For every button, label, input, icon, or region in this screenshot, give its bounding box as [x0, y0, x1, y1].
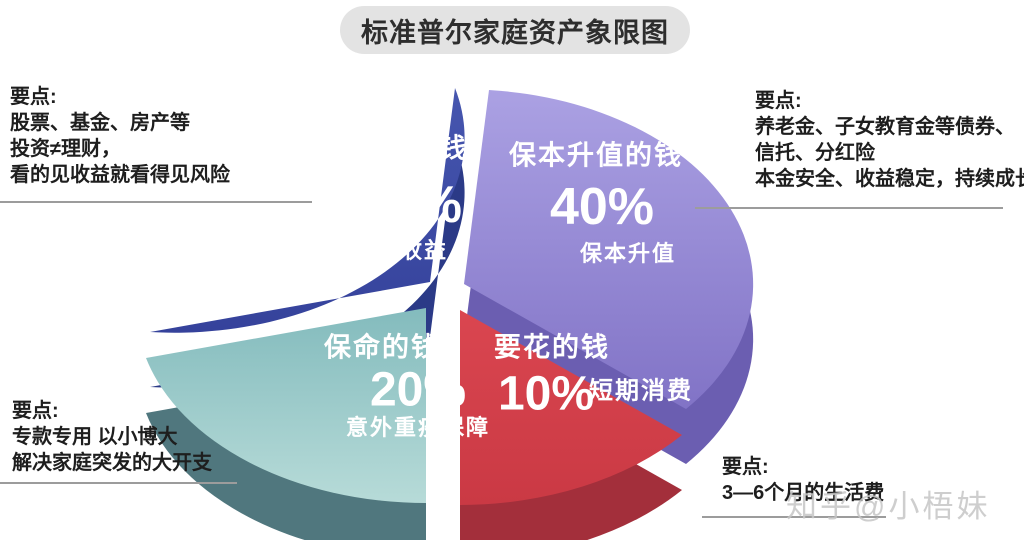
segment-yaohua-name: 要花的钱: [494, 332, 610, 363]
note-line: 3—6个月的生活费: [722, 482, 885, 504]
segment-baoben-sublabel: 保本升值: [579, 241, 677, 266]
note-top-left-heading: 要点:: [10, 86, 57, 108]
note-line: 信托、分红险: [755, 142, 875, 164]
note-line: 看的见收益就看得见风险: [10, 164, 230, 186]
note-top-right-heading: 要点:: [755, 90, 802, 112]
note-bottom-left: 要点: 专款专用 以小博大 解决家庭突发的大开支: [12, 398, 212, 476]
segment-baoming-percent: 20%: [369, 363, 467, 417]
page-title: 标准普尔家庭资产象限图: [340, 6, 690, 54]
connector-line-top-right: [695, 207, 1003, 209]
page-title-text: 标准普尔家庭资产象限图: [361, 17, 669, 48]
connector-line-bottom-right: [702, 516, 886, 518]
connector-line-bottom-left: [0, 482, 237, 484]
segment-yaohua-percent: 10%: [497, 367, 595, 421]
note-line: 解决家庭突发的大开支: [12, 452, 212, 474]
connector-line-top-left: [0, 201, 312, 203]
segment-baoben-name: 保本升值的钱: [509, 140, 683, 171]
note-top-left: 要点: 股票、基金、房产等 投资≠理财， 看的见收益就看得见风险: [10, 84, 230, 188]
segment-baoming-sublabel: 意外重疾保障: [345, 415, 491, 440]
note-bottom-right: 要点: 3—6个月的生活费: [722, 454, 884, 506]
segment-baoming-face: [146, 308, 426, 503]
note-line: 投资≠理财，: [10, 138, 121, 160]
segment-shengqian-percent: 30%: [357, 176, 463, 234]
segment-baoben-percent: 40%: [549, 178, 655, 236]
segment-yaohua-face: [460, 310, 682, 505]
note-line: 养老金、子女教育金等债券、: [755, 116, 1015, 138]
segment-baoben-face: [464, 90, 754, 409]
note-line: 本金安全、收益稳定，持续成长: [755, 168, 1024, 190]
watermark: 知乎@小梧妹: [786, 489, 991, 524]
segment-yaohua-sublabel: 短期消费: [589, 377, 693, 405]
segment-shengqian-name: 生钱的钱: [352, 133, 468, 164]
note-bottom-left-heading: 要点:: [12, 400, 59, 422]
note-bottom-right-heading: 要点:: [722, 456, 769, 478]
note-line: 专款专用 以小博大: [12, 426, 178, 448]
segment-shengqian-sublabel: 重在收益: [351, 238, 449, 263]
note-line: 股票、基金、房产等: [10, 112, 190, 134]
segment-baoming-name: 保命的钱: [324, 332, 440, 363]
segment-shengqian-face: [150, 88, 465, 333]
note-top-right: 要点: 养老金、子女教育金等债券、 信托、分红险 本金安全、收益稳定，持续成长: [755, 88, 1024, 192]
